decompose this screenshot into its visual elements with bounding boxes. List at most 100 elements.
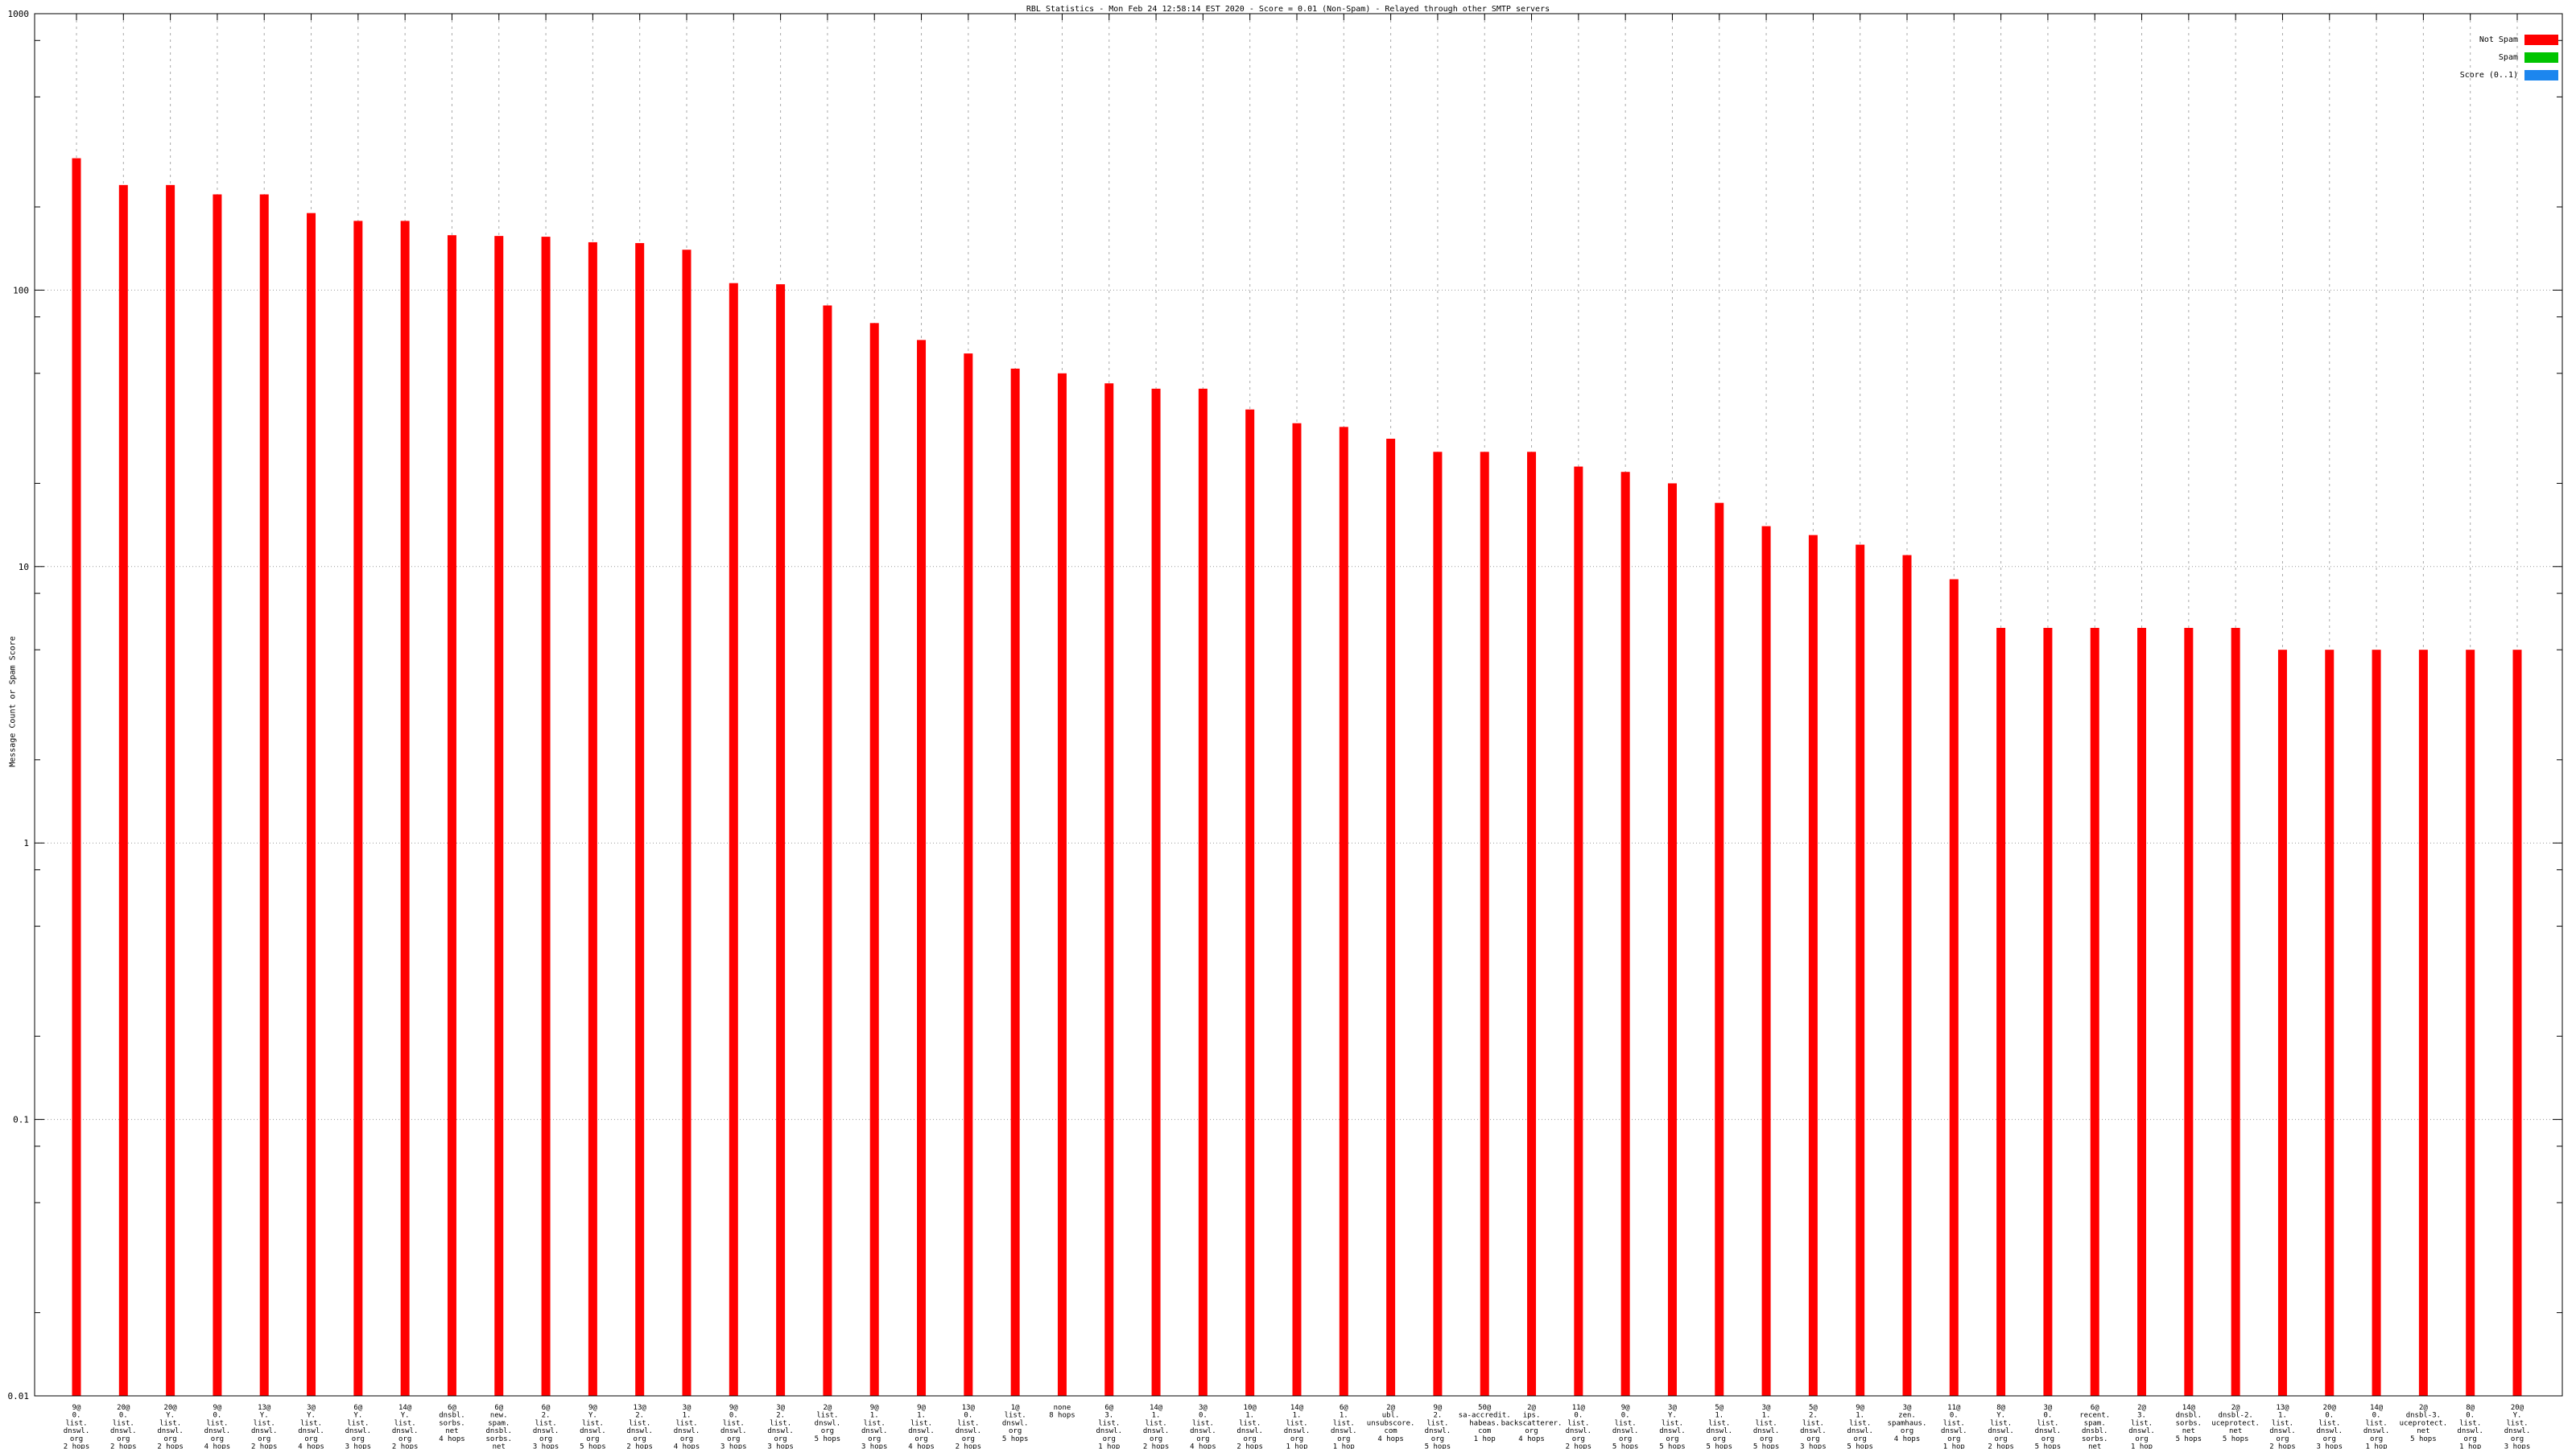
x-category-label: 20@ Y. list. dnswl. org 3 hops: [2504, 1404, 2531, 1449]
bar: [869, 323, 879, 1396]
bar: [1667, 483, 1677, 1396]
bar: [400, 221, 410, 1396]
bar: [635, 242, 645, 1396]
bar: [1902, 555, 1912, 1397]
x-category-label: 9@ 0. list. dnswl. org 5 hops: [1612, 1404, 1639, 1449]
bar: [1198, 388, 1208, 1396]
x-category-label: 5@ 1. list. dnswl. org 5 hops: [1707, 1404, 1733, 1449]
x-category-label: 2@ ubl. unsubscore. com 4 hops: [1367, 1404, 1415, 1443]
bar: [1386, 439, 1396, 1397]
bar: [259, 194, 269, 1396]
bar: [1620, 472, 1630, 1396]
x-category-label: 13@ 1. list. dnswl. org 2 hops: [2269, 1404, 2296, 1449]
bar: [2277, 650, 2287, 1396]
y-tick-label: 0.01: [8, 1391, 30, 1402]
x-category-label: 9@ Y. list. dnswl. org 5 hops: [580, 1404, 606, 1449]
x-category-label: 14@ dnsbl. sorbs. net 5 hops: [2176, 1404, 2202, 1443]
x-category-label: 11@ 0. list. dnswl. org 2 hops: [1566, 1404, 1592, 1449]
x-category-label: 11@ 0. list. dnswl. org 1 hop: [1941, 1404, 1967, 1449]
bar: [353, 221, 363, 1396]
bar: [2466, 650, 2475, 1396]
bar: [964, 353, 973, 1397]
legend-label-not-spam: Not Spam: [2479, 35, 2518, 44]
y-tick-label: 100: [13, 285, 29, 295]
bar: [729, 283, 738, 1396]
x-category-label: 20@ 0. list. dnswl. org 2 hops: [110, 1404, 137, 1449]
x-category-label: 9@ 0. list. dnswl. org 3 hops: [720, 1404, 747, 1449]
bar: [823, 305, 832, 1397]
bar: [2137, 627, 2147, 1396]
bar: [1151, 388, 1161, 1396]
bar: [1433, 452, 1443, 1397]
bar: [118, 184, 128, 1397]
x-category-label: 3@ zen. spamhaus. org 4 hops: [1888, 1404, 1927, 1443]
bar: [1949, 579, 1959, 1396]
legend-row-score: Score (0..1): [2460, 66, 2558, 84]
legend-row-not-spam: Not Spam: [2460, 31, 2558, 48]
legend-label-score: Score (0..1): [2459, 70, 2518, 80]
x-category-label: 6@ Y. list. dnswl. org 3 hops: [345, 1404, 372, 1449]
bar: [213, 194, 222, 1396]
bar: [1808, 535, 1818, 1396]
bar: [1574, 466, 1583, 1396]
x-category-label: 13@ 2. list. dnswl. org 2 hops: [626, 1404, 653, 1449]
bar: [1715, 502, 1724, 1396]
bar: [1480, 452, 1489, 1397]
x-category-label: 2@ dnsbl-3. uceprotect. net 5 hops: [2400, 1404, 2448, 1443]
bar: [1104, 383, 1114, 1396]
x-category-label: 1@ list. dnswl. org 5 hops: [1002, 1404, 1029, 1443]
x-category-label: 6@ 1. list. dnswl. org 1 hop: [1331, 1404, 1357, 1449]
x-category-label: 2@ dnsbl-2. uceprotect. net 5 hops: [2211, 1404, 2260, 1443]
x-category-label: 3@ Y. list. dnswl. org 5 hops: [1659, 1404, 1686, 1449]
x-category-label: 14@ 1. list. dnswl. org 1 hop: [1284, 1404, 1311, 1449]
x-category-label: 3@ Y. list. dnswl. org 4 hops: [298, 1404, 324, 1449]
bar: [1010, 368, 1020, 1396]
x-category-label: 9@ 0. list. dnswl. org 2 hops: [64, 1404, 90, 1449]
x-category-label: 9@ 1. list. dnswl. org 5 hops: [1847, 1404, 1873, 1449]
bar: [2231, 627, 2240, 1396]
plot-border: [34, 13, 2563, 1397]
x-category-label: 6@ dnsbl. sorbs. net 4 hops: [439, 1404, 465, 1443]
legend-row-spam: Spam: [2460, 48, 2558, 66]
y-tick-label: 10: [19, 562, 29, 572]
y-tick-label: 0.1: [13, 1115, 29, 1125]
chart-title: RBL Statistics - Mon Feb 24 12:58:14 EST…: [1026, 5, 1550, 14]
x-category-label: 3@ 0. list. dnswl. org 4 hops: [1190, 1404, 1216, 1449]
not-spam-swatch: [2524, 34, 2558, 45]
bar: [1996, 627, 2006, 1396]
legend-label-spam: Spam: [2498, 52, 2518, 62]
bar: [72, 158, 81, 1397]
x-category-label: 8@ 0. list. dnswl. org 1 hop: [2457, 1404, 2483, 1449]
x-category-label: 9@ 1. list. dnswl. org 4 hops: [908, 1404, 935, 1449]
bar: [1856, 544, 1865, 1396]
legend: Not Spam Spam Score (0..1): [2460, 31, 2558, 84]
bar: [2184, 627, 2194, 1396]
y-axis-label: Message Count or Spam Score: [8, 636, 18, 767]
x-category-label: 2@ list. dnswl. org 5 hops: [815, 1404, 841, 1443]
x-category-label: 9@ 1. list. dnswl. org 3 hops: [861, 1404, 888, 1449]
x-category-label: 3@ 1. list. dnswl. org 5 hops: [1753, 1404, 1780, 1449]
x-category-label: 13@ 0. list. dnswl. org 2 hops: [956, 1404, 982, 1449]
x-category-label: 5@ 2. list. dnswl. org 3 hops: [1800, 1404, 1827, 1449]
bar: [2043, 627, 2053, 1396]
bar: [776, 284, 786, 1397]
bar: [2372, 650, 2381, 1396]
bar: [494, 236, 504, 1396]
bar: [1057, 373, 1067, 1397]
bar: [2325, 650, 2334, 1396]
bar: [682, 250, 691, 1397]
score-swatch: [2524, 69, 2558, 80]
x-category-label: 10@ 1. list. dnswl. org 2 hops: [1236, 1404, 1263, 1449]
bar: [1339, 427, 1348, 1396]
bar: [541, 237, 551, 1396]
x-category-label: 50@ sa-accredit. habeas. com 1 hop: [1459, 1404, 1511, 1443]
bar: [166, 184, 175, 1397]
x-category-label: 9@ 2. list. dnswl. org 5 hops: [1425, 1404, 1451, 1449]
x-category-label: 6@ 3. list. dnswl. org 1 hop: [1096, 1404, 1123, 1449]
bar: [447, 235, 456, 1396]
x-category-label: 2@ ips. backscatterer. org 4 hops: [1501, 1404, 1563, 1443]
x-category-label: 3@ 2. list. dnswl. org 3 hops: [767, 1404, 794, 1449]
